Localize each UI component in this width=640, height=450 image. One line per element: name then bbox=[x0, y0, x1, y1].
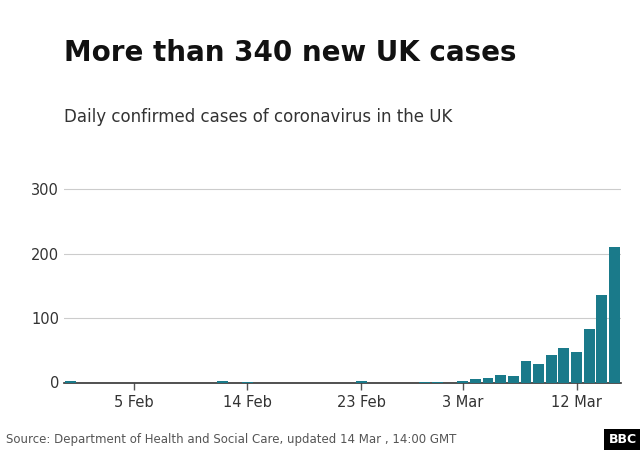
Bar bbox=[520, 361, 531, 382]
Bar bbox=[533, 364, 544, 382]
Bar bbox=[596, 296, 607, 382]
Bar bbox=[508, 376, 518, 382]
Bar bbox=[495, 375, 506, 382]
Bar bbox=[571, 351, 582, 382]
Bar bbox=[217, 381, 228, 382]
Bar bbox=[609, 247, 620, 382]
Text: Source: Department of Health and Social Care, updated 14 Mar , 14:00 GMT: Source: Department of Health and Social … bbox=[6, 432, 457, 446]
Bar bbox=[546, 355, 557, 382]
Bar bbox=[356, 381, 367, 382]
Text: Daily confirmed cases of coronavirus in the UK: Daily confirmed cases of coronavirus in … bbox=[64, 108, 452, 126]
Text: More than 340 new UK cases: More than 340 new UK cases bbox=[64, 40, 516, 68]
Bar bbox=[584, 329, 595, 382]
Bar bbox=[65, 381, 76, 382]
Bar bbox=[470, 379, 481, 382]
Bar bbox=[559, 348, 569, 382]
Text: BBC: BBC bbox=[609, 433, 637, 446]
Bar bbox=[457, 381, 468, 382]
Bar bbox=[483, 378, 493, 382]
